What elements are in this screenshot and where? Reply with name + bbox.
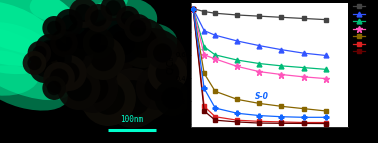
Circle shape [79,73,108,103]
Circle shape [92,81,125,115]
Circle shape [54,33,93,73]
Circle shape [62,41,86,65]
Circle shape [132,42,174,84]
Circle shape [147,37,178,69]
Circle shape [118,18,167,68]
Circle shape [82,36,125,80]
Circle shape [28,41,51,65]
Circle shape [69,63,118,113]
Circle shape [128,28,158,58]
Circle shape [56,35,72,51]
Circle shape [90,45,116,71]
Ellipse shape [118,23,177,63]
Circle shape [116,6,140,30]
Circle shape [29,53,59,83]
Circle shape [41,40,57,56]
Circle shape [121,11,135,25]
Circle shape [85,4,112,32]
Circle shape [86,40,151,106]
Circle shape [144,75,170,101]
Circle shape [101,0,126,21]
Circle shape [55,9,83,37]
Circle shape [111,31,135,55]
Circle shape [36,59,53,77]
Circle shape [104,23,143,63]
Y-axis label: C/C₀: C/C₀ [166,56,175,74]
Ellipse shape [30,0,128,23]
Ellipse shape [0,0,57,66]
Circle shape [89,33,108,53]
Text: 100nm: 100nm [121,115,144,124]
Circle shape [162,87,183,109]
Circle shape [64,18,172,128]
Circle shape [27,56,42,70]
Circle shape [66,20,101,56]
Circle shape [124,14,152,42]
Circle shape [118,28,187,98]
Circle shape [50,29,78,57]
Legend: blank, S-300, S-400, S-500, S-600, S-700, S-800: blank, S-300, S-400, S-500, S-600, S-700… [353,4,378,54]
Circle shape [130,20,146,36]
Circle shape [136,66,179,110]
Circle shape [43,47,65,69]
Circle shape [23,51,46,75]
Circle shape [114,59,161,107]
Circle shape [50,68,68,88]
Circle shape [156,61,179,85]
Circle shape [99,43,177,123]
Circle shape [155,80,190,116]
Ellipse shape [79,0,157,49]
Circle shape [104,68,163,128]
Circle shape [148,53,187,93]
Circle shape [43,62,75,94]
Circle shape [71,50,106,86]
Circle shape [75,4,93,22]
Circle shape [42,16,66,40]
Circle shape [59,38,118,98]
Circle shape [69,0,99,28]
Text: S-0: S-0 [255,92,269,101]
X-axis label: Time(min): Time(min) [248,138,291,143]
Circle shape [105,0,121,16]
Ellipse shape [0,26,74,100]
Ellipse shape [0,22,54,74]
Circle shape [36,40,72,76]
Circle shape [42,76,66,100]
Circle shape [66,75,92,101]
Circle shape [57,66,101,110]
Circle shape [81,70,136,126]
Circle shape [47,21,61,35]
Circle shape [115,80,151,116]
Circle shape [58,62,80,84]
Circle shape [60,15,77,31]
Ellipse shape [0,50,39,96]
Circle shape [83,27,114,59]
Circle shape [32,46,46,60]
Ellipse shape [0,65,68,111]
Circle shape [153,43,172,63]
Ellipse shape [0,0,85,56]
Circle shape [73,27,94,49]
Circle shape [47,81,61,95]
Circle shape [51,55,87,91]
Circle shape [36,34,63,62]
Circle shape [90,10,107,26]
